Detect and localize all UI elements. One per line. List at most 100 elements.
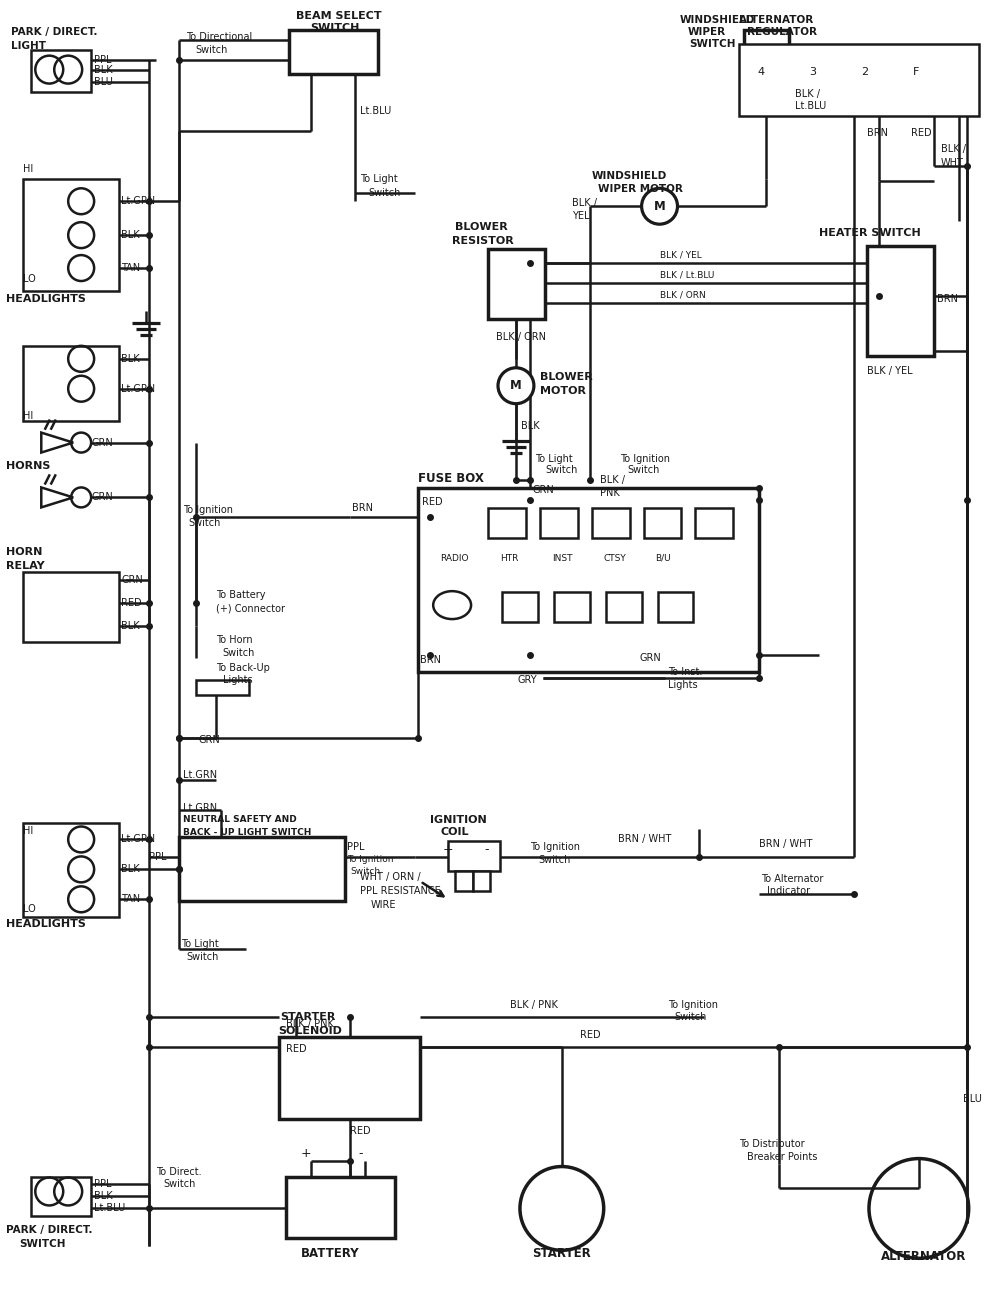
- Text: RELAY: RELAY: [6, 561, 45, 571]
- Text: Breaker Points: Breaker Points: [747, 1151, 818, 1162]
- Text: CTSY: CTSY: [604, 554, 626, 563]
- Text: BATTERY: BATTERY: [301, 1247, 359, 1260]
- Text: RED: RED: [422, 497, 443, 508]
- Text: TAN: TAN: [121, 263, 140, 273]
- Text: M: M: [510, 379, 522, 392]
- Text: BLK / Lt.BLU: BLK / Lt.BLU: [660, 271, 714, 280]
- Bar: [488, 509, 526, 539]
- Text: HORN: HORN: [6, 548, 43, 557]
- Text: GRY: GRY: [518, 675, 538, 685]
- Text: WHT / ORN /: WHT / ORN /: [360, 873, 421, 882]
- Bar: [695, 509, 733, 539]
- Text: To Horn: To Horn: [216, 635, 252, 645]
- Text: To Ignition: To Ignition: [347, 855, 394, 864]
- Text: To Ignition: To Ignition: [530, 843, 580, 852]
- Text: LO: LO: [23, 275, 36, 284]
- Circle shape: [498, 368, 534, 404]
- Text: PPL: PPL: [94, 54, 112, 65]
- Text: INST: INST: [552, 554, 572, 563]
- Text: BRN / WHT: BRN / WHT: [618, 834, 671, 844]
- Text: RED: RED: [350, 1125, 371, 1136]
- Text: Lt.GRN: Lt.GRN: [183, 803, 217, 812]
- Bar: [658, 592, 693, 622]
- Text: BRN / WHT: BRN / WHT: [759, 839, 813, 850]
- Text: LO: LO: [23, 904, 36, 914]
- Text: GRN: GRN: [199, 734, 221, 745]
- Text: PARK / DIRECT.: PARK / DIRECT.: [6, 1225, 93, 1235]
- Text: GRN: GRN: [91, 438, 113, 448]
- Text: Lights: Lights: [668, 680, 697, 690]
- Text: Lt.BLU: Lt.BLU: [94, 1203, 125, 1213]
- Text: BLK: BLK: [121, 354, 140, 364]
- Circle shape: [642, 188, 678, 224]
- Bar: [744, 30, 789, 66]
- Text: GRN: GRN: [121, 575, 143, 585]
- Text: BEAM SELECT: BEAM SELECT: [296, 10, 381, 21]
- Text: BLK / ORN: BLK / ORN: [660, 290, 705, 299]
- Bar: [606, 592, 642, 622]
- Text: ALTERNATOR: ALTERNATOR: [881, 1250, 966, 1263]
- Text: HI: HI: [23, 826, 34, 837]
- Text: IGNITION: IGNITION: [430, 815, 487, 825]
- Text: HORNS: HORNS: [6, 461, 51, 470]
- Text: To Back-Up: To Back-Up: [216, 663, 270, 673]
- Text: Lt.BLU: Lt.BLU: [795, 101, 826, 110]
- Text: BRN: BRN: [420, 655, 441, 664]
- Text: HI: HI: [23, 411, 34, 421]
- Bar: [279, 1037, 420, 1119]
- Text: BLK: BLK: [94, 65, 113, 75]
- Text: Lights: Lights: [223, 675, 252, 685]
- Text: ALTERNATOR: ALTERNATOR: [739, 14, 815, 25]
- Text: +: +: [442, 843, 453, 856]
- Text: (+) Connector: (+) Connector: [216, 603, 285, 613]
- Text: BLK / YEL: BLK / YEL: [867, 365, 913, 376]
- Text: Switch: Switch: [189, 518, 221, 528]
- Text: HTR: HTR: [500, 554, 518, 563]
- Text: BLK / YEL: BLK / YEL: [660, 251, 701, 259]
- Text: GRN: GRN: [91, 492, 113, 502]
- Bar: [23, 179, 119, 291]
- Text: SOLENOID: SOLENOID: [279, 1026, 342, 1036]
- Bar: [196, 680, 249, 695]
- Bar: [473, 872, 490, 891]
- Text: PPL: PPL: [347, 843, 365, 852]
- Text: FUSE BOX: FUSE BOX: [418, 471, 484, 484]
- Bar: [488, 249, 545, 319]
- Text: STARTER: STARTER: [281, 1011, 336, 1022]
- Text: RED: RED: [911, 128, 931, 139]
- Bar: [554, 592, 590, 622]
- Text: BLU: BLU: [963, 1094, 982, 1103]
- Text: RED: RED: [580, 1030, 600, 1040]
- Text: Switch: Switch: [223, 648, 255, 658]
- Text: REGULATOR: REGULATOR: [747, 27, 817, 36]
- Bar: [286, 1177, 395, 1238]
- Text: BLK / PNK: BLK / PNK: [286, 1019, 333, 1030]
- Text: B/U: B/U: [656, 554, 671, 563]
- Text: BLK /: BLK /: [795, 88, 820, 98]
- Text: 2: 2: [861, 66, 868, 76]
- Bar: [23, 572, 119, 642]
- Text: HEADLIGHTS: HEADLIGHTS: [6, 919, 86, 930]
- Text: To Battery: To Battery: [216, 591, 265, 600]
- Text: BRN: BRN: [867, 128, 888, 139]
- Text: Switch: Switch: [163, 1178, 195, 1189]
- Text: To Light: To Light: [535, 453, 573, 464]
- Text: Switch: Switch: [350, 866, 381, 875]
- Text: BLK /: BLK /: [941, 144, 966, 154]
- Text: COIL: COIL: [440, 828, 469, 838]
- Text: HEADLIGHTS: HEADLIGHTS: [6, 294, 86, 304]
- Text: BLOWER: BLOWER: [540, 372, 593, 382]
- Bar: [592, 509, 630, 539]
- Text: 4: 4: [757, 66, 764, 76]
- Text: BRN: BRN: [937, 294, 958, 304]
- Text: SWITCH: SWITCH: [19, 1239, 66, 1250]
- Text: RESISTOR: RESISTOR: [452, 236, 514, 246]
- Text: WINDSHIELD: WINDSHIELD: [592, 171, 667, 181]
- Text: 3: 3: [809, 66, 816, 76]
- Text: PPL RESISTANCE: PPL RESISTANCE: [360, 886, 441, 896]
- Text: WIPER: WIPER: [687, 27, 726, 36]
- Text: Switch: Switch: [628, 465, 660, 475]
- Text: Switch: Switch: [187, 952, 219, 962]
- Text: PARK / DIRECT.: PARK / DIRECT.: [11, 27, 98, 36]
- Text: Switch: Switch: [368, 188, 401, 198]
